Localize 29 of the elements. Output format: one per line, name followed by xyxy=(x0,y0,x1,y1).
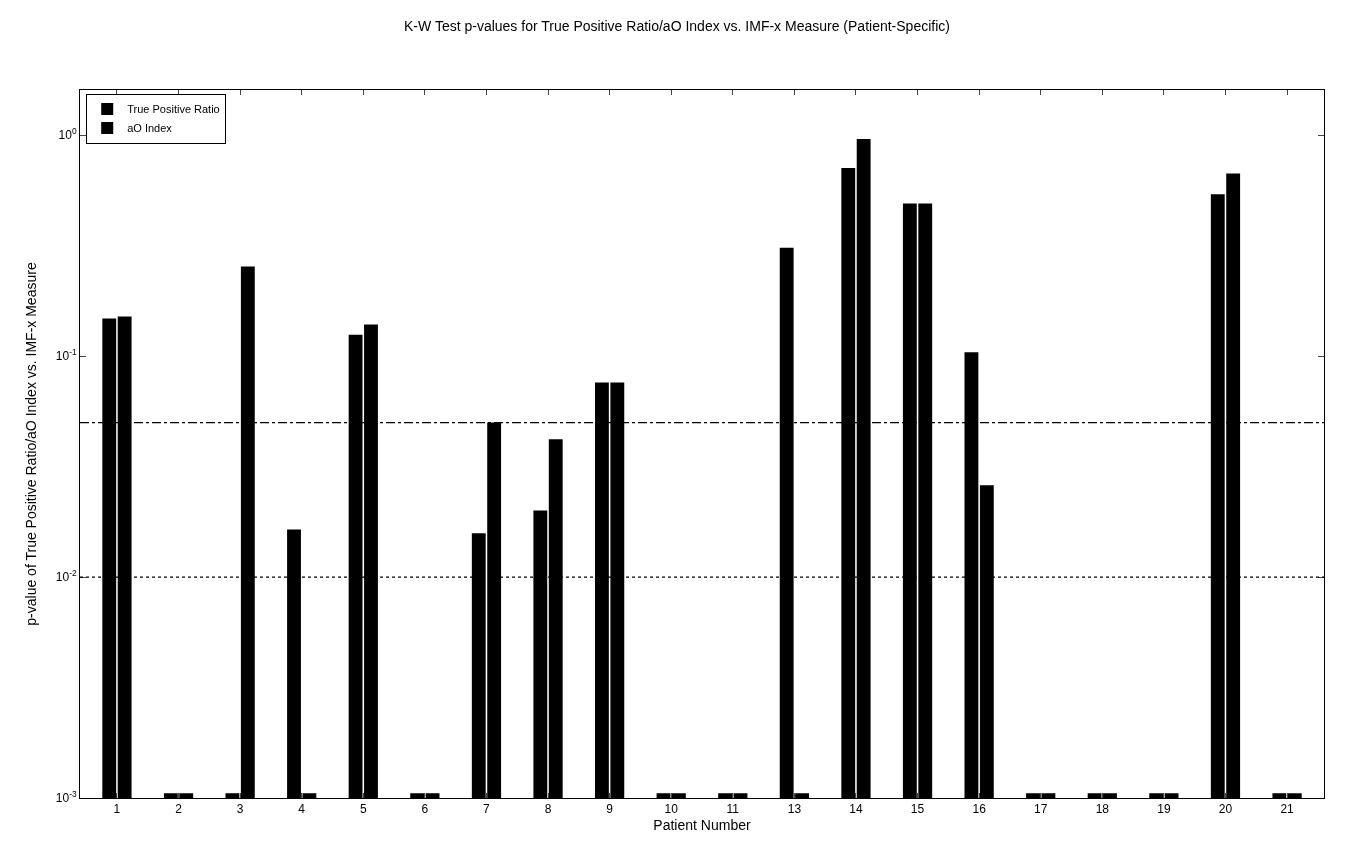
x-tick-label: 2 xyxy=(175,802,183,817)
x-tick-label: 3 xyxy=(236,802,244,817)
x-tick-label: 16 xyxy=(972,802,987,817)
legend-label: aO Index xyxy=(127,122,173,135)
x-tick-label: 1 xyxy=(113,802,121,817)
legend-label: True Positive Ratio xyxy=(127,103,220,116)
x-tick-label: 20 xyxy=(1218,802,1233,817)
y-tick-label: 10$^{-3}$ xyxy=(55,789,77,806)
x-tick-label: 5 xyxy=(359,802,367,817)
x-tick-label: 19 xyxy=(1157,802,1171,817)
y-tick-label: 10$^{-1}$ xyxy=(55,347,77,364)
x-tick-label: 17 xyxy=(1034,802,1048,817)
y-tick-label: 10$^{0}$ xyxy=(58,126,77,143)
x-tick-label: 7 xyxy=(483,802,491,817)
x-tick-label: 14 xyxy=(849,802,863,817)
x-tick-label: 18 xyxy=(1095,802,1110,817)
chart-title: K-W Test p-values for True Positive Ratio/aO Index vs. IMF-x Measure (Patient-Specific) xyxy=(404,18,950,35)
x-tick-label: 9 xyxy=(606,802,614,817)
x-axis-title: Patient Number xyxy=(653,816,751,833)
x-tick-label: 10 xyxy=(664,802,679,817)
x-tick-label: 15 xyxy=(910,802,925,817)
x-tick-label: 11 xyxy=(726,802,740,817)
y-tick-label: 10$^{-2}$ xyxy=(55,568,77,585)
x-tick-label: 13 xyxy=(787,802,802,817)
y-axis-title: p-value of True Positive Ratio/aO Index vs. IMF-x Measure xyxy=(23,262,40,626)
x-tick-label: 6 xyxy=(421,802,429,817)
x-tick-label: 8 xyxy=(544,802,552,817)
x-tick-label: 4 xyxy=(298,802,306,817)
x-tick-label: 21 xyxy=(1280,802,1295,817)
